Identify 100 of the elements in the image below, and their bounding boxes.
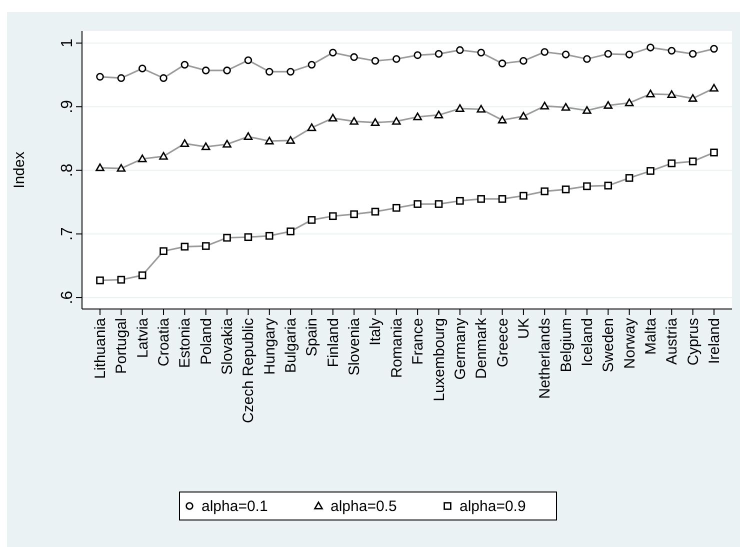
point: [414, 200, 422, 208]
point: [180, 139, 190, 147]
x-tick-label: Estonia: [176, 317, 194, 368]
point: [138, 64, 146, 72]
point: [244, 233, 252, 242]
point: [392, 204, 400, 212]
point: [328, 212, 337, 220]
point: [688, 94, 698, 102]
point: [625, 174, 634, 182]
x-tick-label: Croatia: [156, 317, 173, 366]
point: [456, 104, 464, 112]
y-tick-label: 1: [59, 38, 76, 48]
x-tick-label: France: [410, 318, 427, 365]
legend-label: alpha=0.9: [460, 498, 526, 515]
x-tick-label: Portugal: [113, 318, 130, 374]
point: [308, 216, 316, 224]
point: [308, 60, 316, 69]
x-tick-label: Bulgaria: [282, 317, 300, 374]
point: [477, 48, 486, 57]
x-tick-label: Cyprus: [684, 318, 702, 366]
point: [328, 114, 338, 122]
x-tick-label: Slovenia: [346, 317, 364, 376]
point: [498, 195, 506, 203]
x-tick-label: Czech Republic: [240, 318, 258, 424]
point: [688, 50, 697, 58]
point: [244, 132, 253, 140]
point: [668, 159, 676, 168]
point: [350, 116, 358, 125]
point: [159, 152, 168, 160]
x-tick-label: Poland: [198, 318, 215, 365]
point: [668, 46, 676, 55]
x-tick-label: Hungary: [261, 318, 278, 375]
point: [286, 136, 295, 144]
point: [476, 104, 486, 113]
point: [414, 51, 422, 60]
point: [604, 50, 612, 58]
x-tick-label: Italy: [367, 318, 384, 346]
point: [540, 187, 549, 196]
point: [202, 66, 210, 74]
point: [96, 276, 104, 284]
point: [562, 50, 570, 58]
point: [520, 192, 528, 200]
point: [583, 182, 591, 190]
y-tick-label: .7: [59, 227, 76, 241]
point: [646, 90, 655, 98]
x-tick-label: Greece: [494, 318, 512, 368]
point: [688, 158, 697, 166]
point: [710, 44, 718, 53]
point: [520, 57, 528, 65]
point: [201, 142, 210, 150]
x-tick-label: Denmark: [473, 318, 490, 379]
point: [667, 90, 676, 98]
x-tick-label: Latvia: [134, 317, 152, 358]
x-tick-label: Austria: [664, 317, 681, 365]
point: [371, 208, 380, 216]
point: [180, 60, 189, 69]
point: [223, 234, 231, 242]
x-tick-label: Malta: [642, 317, 660, 355]
legend-label: alpha=0.5: [330, 498, 397, 515]
x-tick-label: Sweden: [600, 318, 618, 372]
point: [264, 136, 274, 144]
point: [286, 68, 294, 76]
x-tick-label: Lithuania: [92, 317, 109, 379]
point: [456, 196, 464, 205]
point: [138, 154, 147, 162]
point: [350, 210, 358, 218]
point: [540, 48, 549, 56]
point: [519, 112, 528, 120]
x-tick-label: Germany: [452, 318, 469, 380]
x-tick-label: Ireland: [706, 318, 723, 364]
point: [413, 112, 422, 120]
y-tick-label: .6: [59, 290, 76, 304]
point: [223, 66, 231, 74]
point: [562, 186, 570, 194]
point: [561, 102, 570, 111]
point: [328, 48, 337, 57]
point: [434, 200, 443, 208]
x-tick-label: Spain: [304, 318, 321, 356]
x-tick-label: Slovakia: [219, 317, 236, 375]
point: [117, 74, 126, 82]
point: [583, 55, 591, 63]
point: [646, 167, 654, 175]
point: [265, 232, 274, 240]
point: [160, 247, 168, 256]
point: [434, 50, 443, 58]
point: [625, 50, 634, 58]
point: [434, 110, 444, 118]
point: [710, 84, 718, 92]
point: [307, 123, 316, 132]
x-tick-label: Belgium: [558, 318, 575, 372]
point: [604, 101, 613, 109]
point: [392, 116, 401, 125]
point: [350, 53, 358, 61]
x-tick-label: Norway: [621, 318, 638, 369]
point: [286, 227, 294, 236]
point: [222, 140, 232, 148]
point: [371, 57, 380, 65]
y-tick-label: .9: [59, 100, 76, 114]
y-axis-title: Index: [11, 151, 28, 188]
point: [138, 271, 146, 280]
